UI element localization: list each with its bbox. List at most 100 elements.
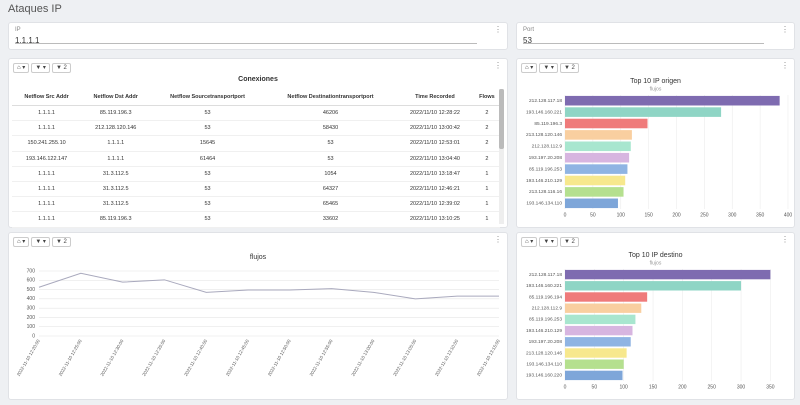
bar bbox=[565, 187, 624, 197]
x-tick-label: 300 bbox=[728, 212, 737, 218]
table-cell: 212.128.120.146 bbox=[81, 120, 151, 137]
filter-ip[interactable]: IP 1.1.1.1 ⋮ bbox=[8, 22, 508, 50]
x-tick-label: 2022-11-10 13:00:00 bbox=[350, 338, 375, 377]
x-tick-label: 350 bbox=[766, 384, 775, 390]
table-cell: 15645 bbox=[150, 135, 265, 152]
x-tick-label: 2022-11-10 12:25:00 bbox=[58, 338, 83, 377]
x-tick-label: 200 bbox=[672, 212, 681, 218]
table-cell: 2022/11/10 13:10:25 bbox=[396, 211, 474, 228]
x-tick-label: 100 bbox=[617, 212, 626, 218]
filter-label: IP bbox=[15, 27, 21, 33]
y-tick-label: 0 bbox=[32, 333, 35, 339]
bar-panel: ⌂ ▾ ▼ ▾ ▼ 2 ⋮ Top 10 IP origen flujos 0 50 100 1… bbox=[516, 58, 795, 228]
header-row: Netflow Src Addr Netflow Dst Addr Netflow … bbox=[12, 89, 500, 106]
y-tick-label: 600 bbox=[27, 278, 36, 284]
bar bbox=[565, 141, 631, 152]
x-tick-label: 250 bbox=[700, 212, 709, 218]
table-cell: 53 bbox=[150, 166, 265, 182]
table-cell: 2 bbox=[473, 120, 500, 137]
y-tick-label: 193.146.210.129 bbox=[526, 328, 562, 334]
y-tick-label: 200 bbox=[27, 315, 36, 321]
x-tick-label: 2022-11-10 12:35:00 bbox=[141, 338, 166, 377]
y-tick-label: 213.128.120.146 bbox=[526, 350, 562, 356]
table-row: 150.241.255.10 1.1.1.1 15645 53 2022/11/10 1… bbox=[12, 135, 500, 152]
table-cell: 2 bbox=[473, 135, 500, 152]
table-cell: 53 bbox=[150, 105, 265, 122]
bar bbox=[565, 370, 623, 381]
table-cell: 31.3.112.5 bbox=[81, 196, 151, 213]
table-cell: 1 bbox=[473, 181, 500, 198]
x-tick-label: 2022-11-10 13:05:00 bbox=[392, 338, 417, 377]
table-cell: 1.1.1.1 bbox=[12, 211, 82, 228]
table-cell: 61464 bbox=[150, 151, 265, 167]
toolbar[interactable]: ⌂ ▾ ▼ ▾ ▼ 2 bbox=[521, 237, 579, 247]
table-cell: 193.146.122.147 bbox=[12, 151, 82, 167]
bar bbox=[565, 118, 648, 129]
bar-panel: ⌂ ▾ ▼ ▾ ▼ 2 ⋮ Top 10 IP destino flujos 0 50 100… bbox=[516, 232, 795, 400]
table-cell: 2 bbox=[473, 151, 500, 167]
x-tick-label: 250 bbox=[708, 384, 717, 390]
y-tick-label: 300 bbox=[27, 305, 36, 311]
x-tick-label: 300 bbox=[737, 384, 746, 390]
bar bbox=[565, 107, 722, 117]
x-tick-label: 2022-11-10 12:50:00 bbox=[267, 338, 292, 377]
x-tick-label: 2022-11-10 13:10:00 bbox=[434, 338, 459, 377]
table-cell: 64327 bbox=[264, 181, 397, 198]
toolbar[interactable]: ⌂ ▾ ▼ ▾ ▼ 2 bbox=[13, 63, 71, 73]
filter-value: 53 bbox=[523, 36, 532, 45]
table-row: 1.1.1.1 31.3.112.5 53 64327 2022/11/10 12:46… bbox=[12, 181, 500, 198]
table-cell: 58430 bbox=[264, 120, 397, 137]
y-tick-label: 193.197.20.208 bbox=[529, 155, 563, 161]
table-cell: 65465 bbox=[264, 196, 397, 213]
table-panel: ⌂ ▾ ▼ ▾ ▼ 2 ⋮ Conexiones Netflow Src Addr Ne… bbox=[8, 58, 508, 243]
y-tick-label: 212.128.117.18 bbox=[529, 98, 562, 104]
y-tick-label: 100 bbox=[27, 324, 36, 330]
table-row: 1.1.1.1 31.3.112.5 53 1054 2022/11/10 13:18:… bbox=[12, 166, 500, 182]
table-cell: 53 bbox=[150, 196, 265, 213]
y-tick-label: 212.128.112.9 bbox=[532, 144, 563, 150]
table-row: 1.1.1.1 85.119.196.3 53 46206 2022/11/10 12:… bbox=[12, 105, 500, 122]
y-tick-label: 213.128.120.146 bbox=[526, 132, 562, 138]
x-tick-label: 2022-11-10 12:20:00 bbox=[16, 338, 41, 377]
y-tick-label: 212.128.112.9 bbox=[532, 305, 563, 311]
bar bbox=[565, 130, 632, 140]
y-tick-label: 193.146.134.110 bbox=[526, 361, 562, 367]
y-tick-label: 700 bbox=[27, 268, 36, 274]
bar bbox=[565, 198, 618, 209]
chart-title: flujos bbox=[250, 254, 267, 261]
line-panel: ⌂ ▾ ▼ ▾ ▼ 2 ⋮ flujos 0 100 200 300 400 500 600 700 2… bbox=[8, 232, 508, 400]
y-tick-label: 193.197.20.208 bbox=[529, 339, 563, 345]
table-cell: 1 bbox=[473, 196, 500, 213]
table-cell: 53 bbox=[150, 120, 265, 137]
line-chart: flujos 0 100 200 300 400 500 600 700 2022-11-10 1… bbox=[16, 254, 501, 377]
x-tick-label: 0 bbox=[564, 212, 567, 218]
x-tick-label: 2022-11-10 13:15:00 bbox=[476, 338, 501, 377]
bar bbox=[565, 152, 630, 163]
chart-title: Top 10 IP origen bbox=[630, 78, 681, 85]
page-title: Ataques IP bbox=[8, 3, 62, 15]
y-tick-label: 193.146.160.221 bbox=[526, 109, 562, 115]
table-cell: 1054 bbox=[264, 166, 397, 182]
table-row: 1.1.1.1 212.128.120.146 53 58430 2022/11/10 … bbox=[12, 120, 500, 137]
toolbar[interactable]: ⌂ ▾ ▼ ▾ ▼ 2 bbox=[521, 63, 579, 73]
table-cell: 33602 bbox=[264, 211, 397, 228]
filter-port[interactable]: Port 53 ⋮ bbox=[516, 22, 795, 50]
bar bbox=[565, 303, 642, 313]
column-header: Flows bbox=[473, 89, 500, 106]
bar bbox=[565, 269, 771, 280]
table-cell: 53 bbox=[150, 181, 265, 198]
chart-title: Top 10 IP destino bbox=[629, 252, 683, 259]
bar bbox=[565, 95, 780, 106]
x-tick-label: 200 bbox=[678, 384, 687, 390]
bar bbox=[565, 175, 626, 186]
table-cell: 1.1.1.1 bbox=[12, 196, 82, 213]
table-cell: 2022/11/10 12:28:22 bbox=[396, 105, 474, 122]
bar bbox=[565, 325, 633, 336]
table: Netflow Src Addr Netflow Dst Addr Netflow … bbox=[12, 89, 500, 243]
table-cell: 2022/11/10 12:39:02 bbox=[396, 196, 474, 213]
toolbar[interactable]: ⌂ ▾ ▼ ▾ ▼ 2 bbox=[13, 237, 71, 247]
table-cell: 53 bbox=[264, 135, 397, 152]
chart-subtitle: flujos bbox=[650, 86, 662, 92]
